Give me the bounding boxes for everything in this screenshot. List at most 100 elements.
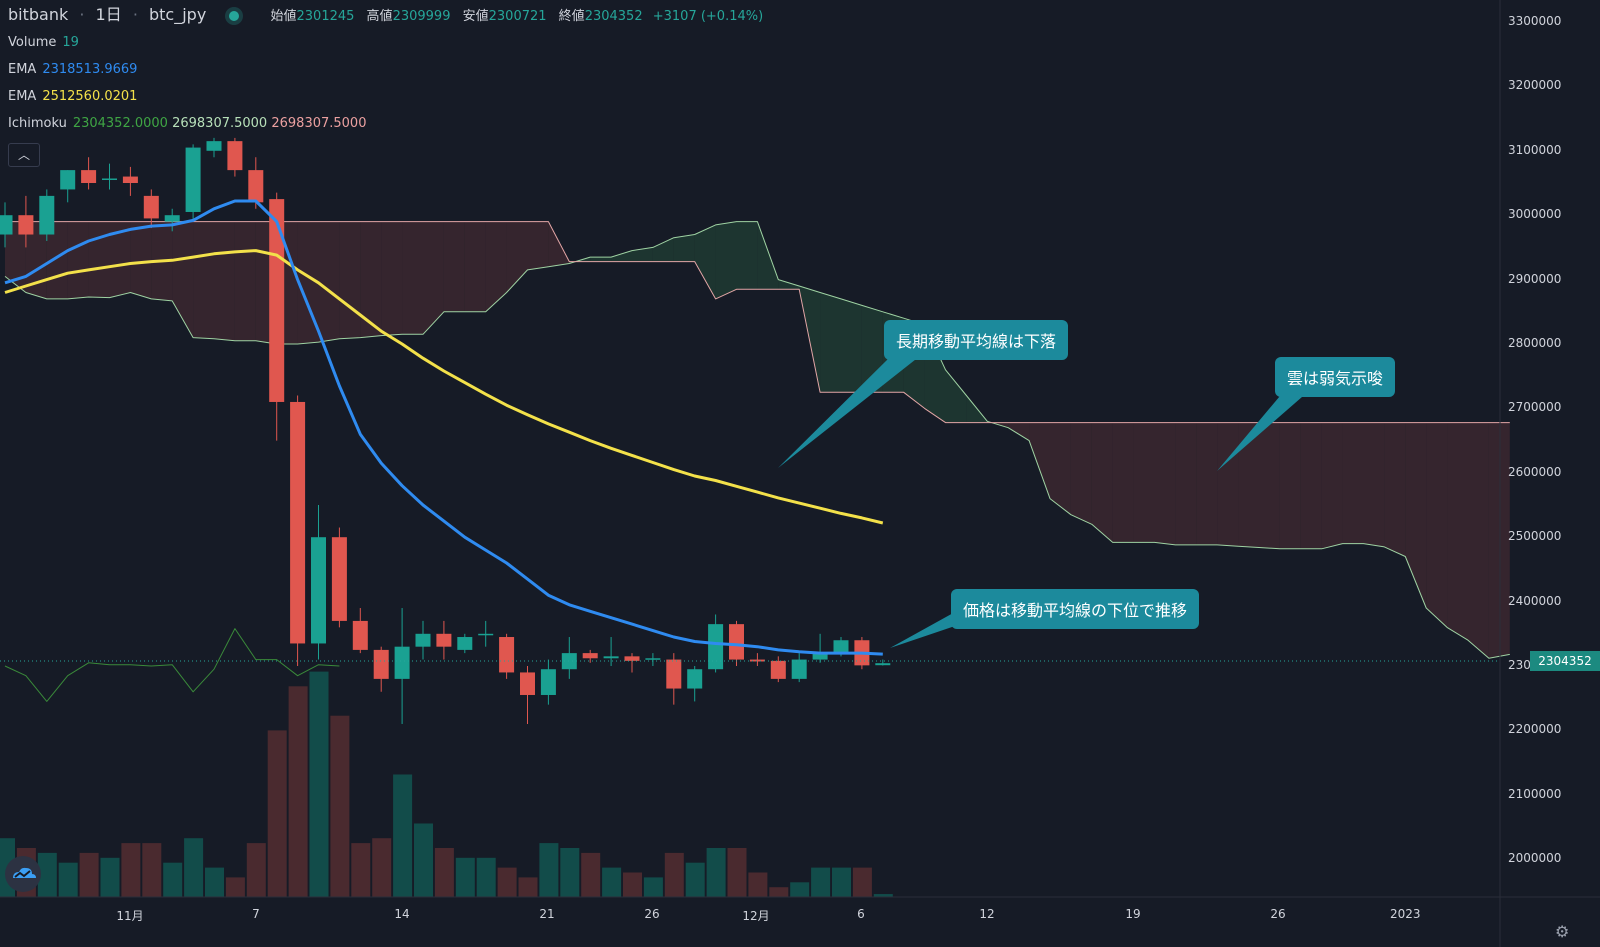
candle-body	[729, 624, 744, 660]
volume-bar	[852, 867, 872, 897]
cloud-logo-icon	[13, 867, 36, 878]
price-axis-label: 2000000	[1508, 851, 1562, 866]
cloud-segment	[485, 221, 507, 312]
candle-body	[102, 178, 117, 180]
volume-bar	[79, 852, 99, 897]
interval-label[interactable]: 1日	[95, 5, 122, 24]
candle-body	[394, 646, 410, 679]
ema-slow-legend[interactable]: EMA 2512560.0201	[8, 89, 138, 104]
volume-legend[interactable]: Volume 19	[8, 35, 79, 50]
ichimoku-span-b-value: 2698307.5000	[271, 116, 367, 131]
price-axis-label: 2200000	[1508, 722, 1562, 737]
leading-span-a-line	[4, 221, 1510, 659]
volume-bar	[455, 857, 475, 897]
cloud-segment	[652, 237, 674, 262]
candle-body	[81, 170, 97, 183]
candle-body	[708, 624, 724, 670]
time-axis-label: 7	[252, 907, 260, 921]
candle-body	[122, 176, 138, 183]
volume-bar	[351, 843, 371, 897]
price-axis-label: 2500000	[1508, 529, 1562, 544]
tradingview-logo[interactable]	[5, 856, 41, 892]
callout-long-ma[interactable]: 長期移動平均線は下落	[884, 320, 1069, 360]
low-value: 2300721	[488, 9, 547, 24]
price-axis-label: 2800000	[1508, 336, 1562, 350]
volume-bar	[434, 848, 454, 897]
candle-body	[248, 170, 264, 203]
time-axis-label: 26	[644, 907, 660, 921]
candle-body	[875, 663, 891, 666]
cloud-segment	[381, 221, 403, 336]
volume-bar	[309, 671, 329, 897]
cloud-segment	[820, 292, 841, 393]
candle-body	[206, 141, 222, 151]
candle-body	[624, 656, 640, 661]
cloud-segment	[736, 221, 758, 290]
symbol-name[interactable]: btc_jpy	[149, 5, 207, 24]
settings-gear-icon[interactable]: ⚙	[1555, 922, 1570, 941]
cloud-segment	[841, 298, 862, 393]
cloud-segment	[464, 221, 486, 312]
volume-bar	[37, 852, 57, 897]
cloud-segment	[778, 279, 800, 290]
cloud-segment	[1008, 422, 1030, 441]
time-axis-label: 21	[539, 907, 555, 921]
cloud-segment	[1217, 422, 1239, 547]
callout-pointers	[778, 352, 1310, 648]
candle-body	[164, 215, 180, 222]
volume-bar	[581, 852, 601, 897]
time-axis-label: 12	[979, 907, 995, 921]
callout-price-below[interactable]: 価格は移動平均線の下位で推移	[951, 589, 1200, 629]
exchange-name[interactable]: bitbank	[8, 5, 69, 24]
volume-bar	[602, 867, 622, 897]
volume-bar	[121, 843, 141, 897]
cloud-segment	[1259, 422, 1280, 549]
volume-bar	[393, 774, 413, 897]
candle-body	[833, 640, 849, 654]
volume-bar	[664, 852, 684, 897]
time-axis-label: 2023	[1390, 907, 1421, 921]
ema-fast-legend[interactable]: EMA 2318513.9669	[8, 62, 138, 77]
cloud-segment	[757, 221, 779, 290]
market-status-icon	[229, 11, 240, 21]
candle-body	[436, 633, 452, 647]
close-value: 2304352	[584, 9, 643, 24]
callout-cloud[interactable]: 雲は弱気示唆	[1275, 357, 1396, 397]
cloud-segment	[5, 221, 26, 293]
ohlc-values: 始値2301245 高値2309999 安値2300721 終値2304352 …	[270, 9, 764, 24]
cloud-segment	[1447, 422, 1468, 641]
cloud-segment	[715, 221, 737, 299]
current-price-tag: 2304352	[1530, 651, 1600, 671]
cloud-segment	[443, 221, 465, 312]
lagging-span-line	[4, 628, 340, 702]
volume-bar	[267, 730, 287, 897]
candle-body	[499, 637, 515, 673]
cloud-segment	[193, 221, 214, 339]
collapse-legend-button[interactable]: ︿	[8, 143, 40, 167]
ichimoku-legend[interactable]: Ichimoku 2304352.0000 2698307.5000 269830…	[8, 116, 367, 131]
volume-bar	[873, 894, 893, 897]
cloud-segment	[25, 221, 47, 299]
volume-bar	[58, 862, 78, 897]
time-axis-label: 11月	[116, 909, 144, 923]
volume-bar	[225, 877, 245, 897]
cloud-segment	[1238, 422, 1259, 548]
candle-body	[18, 215, 34, 235]
price-axis-label: 3200000	[1508, 78, 1562, 93]
callout-long-ma-pointer	[778, 352, 925, 468]
cloud-segment	[1175, 422, 1197, 545]
cloud-segment	[1112, 422, 1134, 543]
cloud-segment	[945, 369, 967, 423]
cloud-segment	[611, 250, 632, 262]
candle-body	[687, 669, 703, 689]
candle-body	[269, 199, 285, 402]
open-value: 2301245	[296, 9, 355, 24]
cloud-segment	[548, 221, 570, 267]
time-axis-label: 12月	[742, 909, 770, 923]
cloud-segment	[506, 221, 528, 293]
cloud-segment	[423, 221, 444, 335]
time-axis-label: 19	[1125, 907, 1141, 921]
volume-bar	[330, 715, 350, 897]
